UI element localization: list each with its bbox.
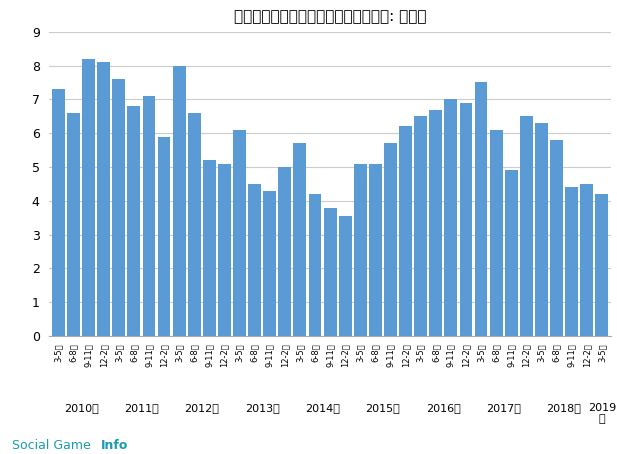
Bar bbox=[173, 65, 186, 336]
Text: 2013年: 2013年 bbox=[245, 403, 280, 413]
Bar bbox=[218, 163, 231, 336]
Bar bbox=[414, 116, 427, 336]
Text: 2010年: 2010年 bbox=[64, 403, 99, 413]
Bar bbox=[460, 103, 473, 336]
Bar bbox=[444, 99, 457, 336]
Bar bbox=[550, 140, 563, 336]
Bar bbox=[399, 126, 412, 336]
Bar bbox=[580, 184, 593, 336]
Text: 2014年: 2014年 bbox=[305, 403, 340, 413]
Text: 2011年: 2011年 bbox=[124, 403, 159, 413]
Bar bbox=[112, 79, 125, 336]
Bar bbox=[520, 116, 532, 336]
Bar bbox=[369, 163, 382, 336]
Bar bbox=[595, 194, 608, 336]
Bar bbox=[505, 170, 518, 336]
Bar bbox=[263, 191, 276, 336]
Bar bbox=[429, 109, 442, 336]
Text: Social Game: Social Game bbox=[12, 439, 95, 452]
Bar bbox=[278, 167, 291, 336]
Text: 2012年: 2012年 bbox=[184, 403, 219, 413]
Text: 2016年: 2016年 bbox=[426, 403, 461, 413]
Bar bbox=[97, 62, 110, 336]
Bar bbox=[324, 207, 336, 336]
Text: Info: Info bbox=[101, 439, 128, 452]
Bar bbox=[565, 187, 578, 336]
Text: 2018年: 2018年 bbox=[547, 403, 581, 413]
Text: 2019
年: 2019 年 bbox=[587, 403, 616, 424]
Title: ケイブの四半期別売上高の推移（単位: 億円）: ケイブの四半期別売上高の推移（単位: 億円） bbox=[234, 9, 426, 24]
Bar bbox=[294, 143, 306, 336]
Bar bbox=[474, 83, 487, 336]
Bar bbox=[203, 160, 216, 336]
Bar bbox=[233, 130, 246, 336]
Text: 2015年: 2015年 bbox=[365, 403, 400, 413]
Bar bbox=[82, 59, 95, 336]
Bar bbox=[308, 194, 321, 336]
Bar bbox=[339, 216, 352, 336]
Bar bbox=[535, 123, 548, 336]
Bar bbox=[158, 137, 170, 336]
Bar bbox=[67, 113, 80, 336]
Bar bbox=[188, 113, 201, 336]
Bar bbox=[143, 96, 155, 336]
Bar bbox=[384, 143, 397, 336]
Bar bbox=[490, 130, 502, 336]
Bar bbox=[52, 89, 65, 336]
Bar bbox=[128, 106, 140, 336]
Bar bbox=[248, 184, 261, 336]
Bar bbox=[354, 163, 366, 336]
Text: 2017年: 2017年 bbox=[486, 403, 521, 413]
